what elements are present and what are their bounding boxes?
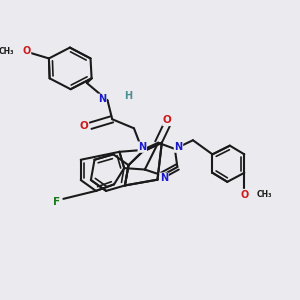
Text: O: O bbox=[80, 121, 88, 131]
Text: N: N bbox=[138, 142, 146, 152]
Text: O: O bbox=[22, 46, 31, 56]
Text: H: H bbox=[124, 92, 132, 101]
Text: F: F bbox=[53, 197, 60, 208]
Text: N: N bbox=[174, 142, 182, 152]
Text: CH₃: CH₃ bbox=[0, 47, 14, 56]
Text: N: N bbox=[98, 94, 106, 104]
Text: O: O bbox=[240, 190, 248, 200]
Text: CH₃: CH₃ bbox=[257, 190, 272, 199]
Text: N: N bbox=[160, 173, 168, 183]
Text: O: O bbox=[163, 115, 172, 125]
